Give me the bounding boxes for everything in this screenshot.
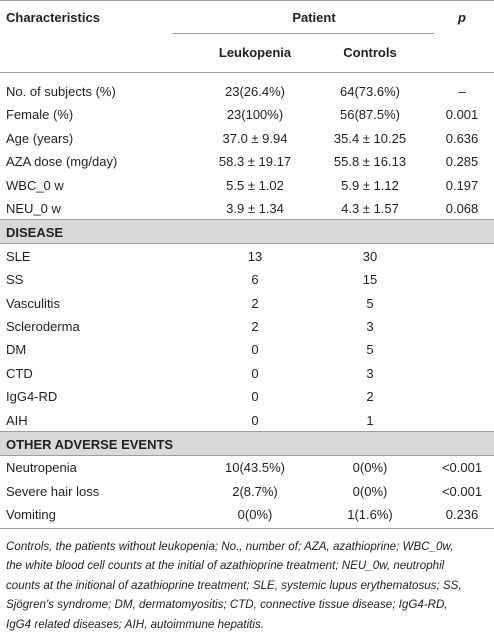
table-cell: Female (%) (6, 107, 74, 123)
section-title: OTHER ADVERSE EVENTS (6, 436, 174, 452)
table-cell: 0.285 (445, 154, 479, 170)
table-cell: 3.9 ± 1.34 (226, 201, 284, 216)
table-cell: 2 (366, 389, 374, 405)
table-cell: Neutropenia (6, 460, 77, 476)
table-cell: 30 (362, 248, 378, 264)
table-cell: 0 (251, 389, 259, 405)
table-cell: No. of subjects (%) (6, 84, 116, 99)
table-cell: 37.0 ± 9.94 (222, 130, 288, 146)
table-cell: 5.9 ± 1.12 (341, 177, 399, 193)
header-cell: Patient (292, 10, 336, 25)
table-cell: AZA dose (mg/day) (6, 154, 118, 170)
footnote-line: the white blood cell counts at the initi… (6, 559, 445, 573)
table-cell: Age (years) (6, 130, 74, 146)
table-cell: 0.236 (445, 507, 479, 523)
table-cell: 55.8 ± 16.13 (333, 154, 407, 170)
table-cell: 0 (251, 365, 259, 381)
footnote-line: IgG4 related diseases; AIH, autoimmune h… (6, 617, 264, 631)
table-cell: <0.001 (441, 483, 483, 499)
table-cell: 2(8.7%) (232, 483, 278, 499)
table-cell: 13 (247, 248, 263, 264)
table-cell: 35.4 ± 10.25 (333, 130, 407, 146)
table-cell: 0.068 (445, 201, 479, 216)
table-cell: 0 (251, 412, 259, 428)
section-band (0, 431, 494, 456)
table-cell: 4.3 ± 1.57 (341, 201, 399, 216)
table-cell: Vomiting (6, 507, 56, 523)
header-cell: Characteristics (6, 10, 100, 25)
table-cell: Severe hair loss (6, 483, 100, 499)
table-cell: 23(100%) (226, 107, 284, 123)
bottom-rule (0, 527, 494, 529)
footnote-line: counts at the initional of azathioprine … (6, 578, 462, 592)
header-cell: Leukopenia (218, 45, 292, 60)
table-cell: 0 (251, 342, 259, 358)
table-cell: 3 (366, 319, 374, 334)
table-cell: 6 (251, 272, 259, 288)
header-cell: p (458, 10, 466, 25)
table-cell: 0.001 (445, 107, 479, 123)
top-rule (0, 0, 494, 1)
table-cell: 2 (251, 295, 259, 311)
table-cell: – (458, 84, 466, 99)
header-cell: Controls (343, 45, 397, 60)
table-cell: 23(26.4%) (225, 84, 285, 99)
table-cell: IgG4-RD (6, 389, 58, 405)
table-cell: 56(87.5%) (340, 107, 400, 123)
section-title: DISEASE (6, 224, 64, 240)
table-cell: DM (6, 342, 27, 358)
table-cell: CTD (6, 365, 33, 381)
table-cell: 15 (362, 272, 378, 288)
table-cell: 0(0%) (352, 483, 388, 499)
table-cell: 0(0%) (237, 507, 273, 523)
table-cell: Scleroderma (6, 319, 80, 334)
table-cell: 5 (366, 295, 374, 311)
table-cell: 5.5 ± 1.02 (226, 177, 284, 193)
footnote-line: Controls, the patients without leukopeni… (6, 539, 454, 553)
table-cell: AIH (6, 412, 28, 428)
table-cell: 2 (251, 319, 259, 334)
table-cell: <0.001 (441, 460, 483, 476)
table-cell: 1 (366, 412, 374, 428)
table-cell: Vasculitis (6, 295, 60, 311)
table-cell: 0.636 (445, 130, 479, 146)
footnote-line: Sjögren's syndrome; DM, dermatomyositis;… (6, 598, 448, 612)
table-cell: 10(43.5%) (225, 460, 285, 476)
table-cell: 58.3 ± 19.17 (218, 154, 292, 170)
table-cell: 1(1.6%) (347, 507, 393, 523)
table-cell: NEU_0 w (6, 201, 61, 216)
table-cell: SLE (6, 248, 31, 264)
header-rule (0, 72, 494, 73)
table-cell: WBC_0 w (6, 177, 64, 193)
table-cell: 64(73.6%) (340, 84, 400, 99)
table-cell: 0(0%) (352, 460, 388, 476)
group-rule (172, 33, 434, 34)
table-cell: 3 (366, 365, 374, 381)
table-cell: SS (6, 272, 24, 288)
section-band (0, 219, 494, 245)
table-cell: 5 (366, 342, 374, 358)
table-cell: 0.197 (445, 177, 479, 193)
